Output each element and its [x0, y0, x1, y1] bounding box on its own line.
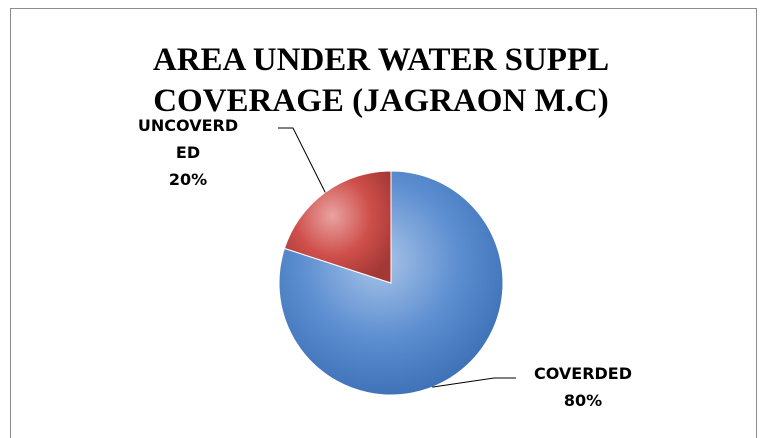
data-label-uncoverded-line-2: ED	[175, 143, 201, 162]
data-label-coverded: COVERDED 80%	[518, 360, 648, 414]
data-label-uncoverded: UNCOVERD ED 20%	[113, 112, 263, 193]
data-label-coverded-percent: 80%	[563, 391, 603, 410]
chart-title-line-2: COVERAGE (JAGRAON M.C)	[153, 83, 609, 119]
chart-title-line-1: AREA UNDER WATER SUPPL	[152, 42, 610, 78]
data-label-uncoverded-line-1: UNCOVERD	[137, 116, 239, 135]
data-label-coverded-line-1: COVERDED	[533, 364, 633, 383]
leader-line-coverded	[432, 377, 516, 388]
leader-line-uncoverded	[278, 127, 326, 193]
chart-title: AREA UNDER WATER SUPPL COVERAGE (JAGRAON…	[0, 40, 762, 122]
data-label-uncoverded-percent: 20%	[168, 170, 208, 189]
